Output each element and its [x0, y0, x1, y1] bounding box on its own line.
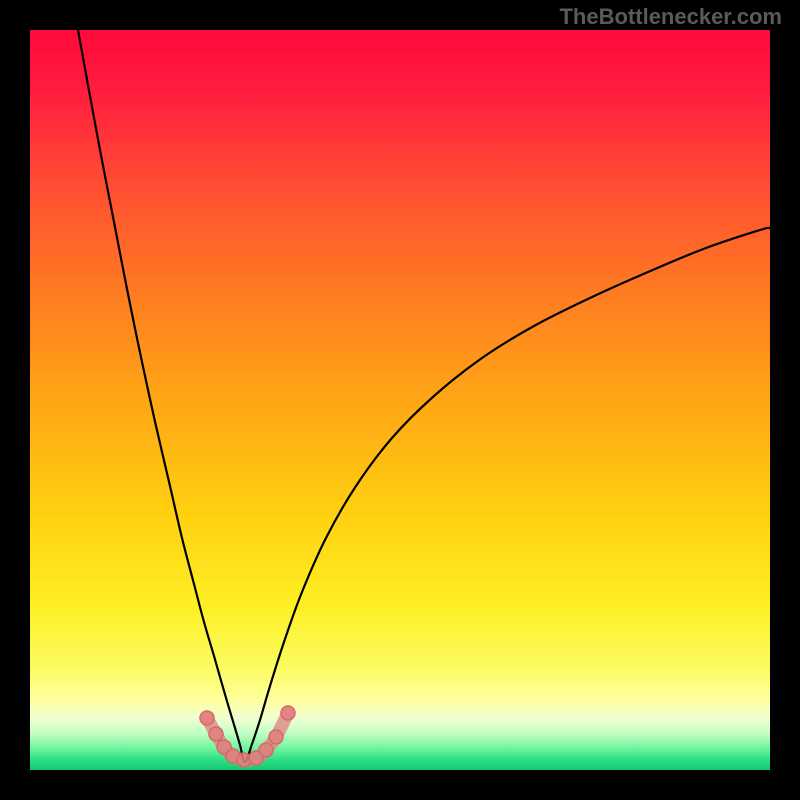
- frame-right: [770, 0, 800, 800]
- bottom-cluster-dot: [200, 711, 214, 725]
- frame-left: [0, 0, 30, 800]
- plot-area: [30, 30, 770, 770]
- frame-bottom: [0, 770, 800, 800]
- bottom-cluster-dot: [259, 743, 273, 757]
- watermark-text: TheBottlenecker.com: [559, 4, 782, 30]
- bottom-cluster-dot: [209, 727, 223, 741]
- bottom-cluster-dot: [269, 730, 283, 744]
- bottom-cluster-dot: [281, 706, 295, 720]
